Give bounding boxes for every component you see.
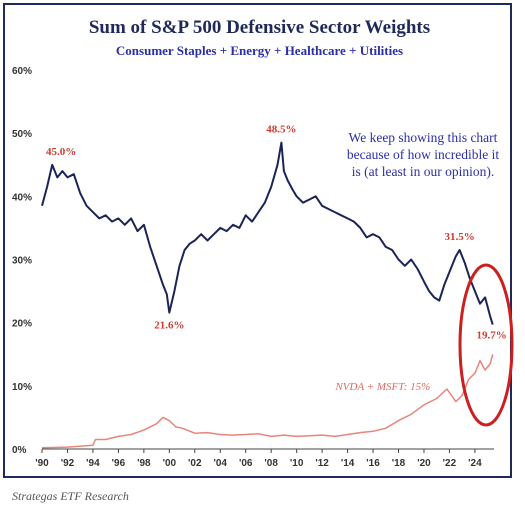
x-tick-label: '12 <box>315 458 329 469</box>
y-tick-label: 0% <box>12 445 27 456</box>
annotation-label: 31.5% <box>444 231 474 243</box>
x-tick-label: '90 <box>35 458 49 469</box>
x-tick-label: '92 <box>61 458 75 469</box>
footer-credit: Strategas ETF Research <box>12 489 129 503</box>
x-tick-label: '16 <box>366 458 380 469</box>
annotation-label: 45.0% <box>46 146 76 158</box>
chart-subtitle: Consumer Staples + Energy + Healthcare +… <box>115 43 404 58</box>
x-tick-label: '24 <box>468 458 482 469</box>
x-tick-label: '00 <box>163 458 177 469</box>
x-tick-label: '14 <box>341 458 355 469</box>
x-tick-label: '96 <box>112 458 126 469</box>
x-tick-label: '04 <box>213 458 227 469</box>
y-tick-label: 50% <box>12 129 32 140</box>
series-line-nvda-msft <box>41 354 494 449</box>
x-tick-label: '22 <box>443 458 457 469</box>
x-tick-label: '02 <box>188 458 202 469</box>
y-tick-label: 60% <box>12 66 32 77</box>
annotation-label: 19.7% <box>476 330 506 342</box>
y-tick-label: 40% <box>12 192 32 203</box>
x-tick-label: '06 <box>239 458 253 469</box>
x-tick-label: '08 <box>264 458 278 469</box>
y-tick-label: 10% <box>12 382 32 393</box>
y-tick-label: 20% <box>12 319 32 330</box>
x-tick-label: '94 <box>86 458 100 469</box>
annotation-label: NVDA + MSFT: 15% <box>334 381 430 393</box>
x-tick-label: '98 <box>137 458 151 469</box>
series-line-defensive-weights <box>41 141 494 325</box>
highlight-ellipse <box>458 263 514 427</box>
chart-frame: Sum of S&P 500 Defensive Sector Weights … <box>3 3 512 478</box>
x-tick-label: '20 <box>417 458 431 469</box>
annotation-label: 48.5% <box>266 124 296 136</box>
chart-note: We keep showing this chart because of ho… <box>346 130 500 179</box>
x-tick-label: '10 <box>290 458 304 469</box>
chart-title: Sum of S&P 500 Defensive Sector Weights <box>88 17 431 38</box>
x-tick-label: '18 <box>392 458 406 469</box>
annotation-label: 21.6% <box>154 320 184 332</box>
y-tick-label: 30% <box>12 256 32 267</box>
